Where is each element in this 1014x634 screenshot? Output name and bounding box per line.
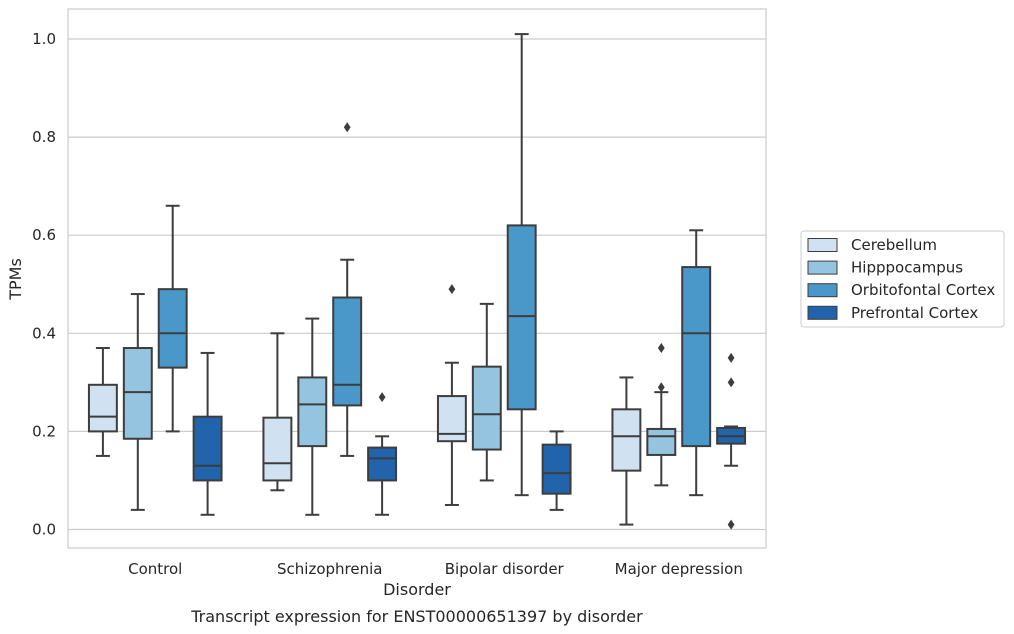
x-tick-label: Major depression — [615, 560, 743, 578]
outlier-point — [378, 392, 386, 403]
x-axis-label: Disorder — [383, 580, 451, 599]
y-tick-label: 0.2 — [32, 422, 56, 440]
box — [471, 365, 502, 451]
box — [332, 296, 363, 407]
outlier-point — [727, 519, 735, 530]
box — [122, 347, 153, 440]
box — [192, 415, 223, 482]
legend-frame — [800, 230, 1005, 328]
box-group — [681, 229, 712, 497]
y-tick-label: 1.0 — [32, 30, 56, 48]
box — [297, 376, 328, 448]
box — [506, 224, 537, 411]
box — [367, 446, 398, 482]
box — [262, 416, 293, 482]
box-group — [611, 376, 642, 526]
box-group — [436, 284, 467, 506]
box — [681, 266, 712, 448]
box-group — [297, 317, 328, 516]
legend-label: Orbitofontal Cortex — [851, 281, 995, 299]
box — [611, 408, 642, 472]
y-tick-label: 0.8 — [32, 128, 56, 146]
legend-swatch — [807, 260, 838, 275]
box-group — [87, 347, 118, 457]
box-group — [541, 430, 572, 511]
x-tick-label: Schizophrenia — [277, 560, 382, 578]
chart-caption: Transcript expression for ENST0000065139… — [190, 607, 643, 626]
box-group — [122, 293, 153, 511]
legend-swatch — [807, 238, 838, 252]
x-tick-label: Control — [128, 560, 182, 578]
box-group — [332, 122, 363, 457]
x-tick-labels: Control Schizophrenia Bipolar disorder Majo… — [128, 560, 743, 578]
legend: Cerebellum Hipppocampus Orbitofontal Corte… — [800, 230, 1005, 328]
box-groups — [87, 33, 747, 530]
box-group — [471, 302, 502, 482]
box-group — [367, 392, 398, 516]
y-tick-label: 0.0 — [32, 521, 56, 539]
legend-label: Prefrontal Cortex — [851, 304, 978, 322]
box — [646, 427, 677, 456]
legend-swatch — [807, 283, 838, 298]
outlier-point — [657, 382, 665, 393]
box-group — [716, 352, 747, 530]
box — [87, 383, 118, 433]
legend-swatch — [807, 305, 838, 320]
box — [541, 443, 572, 495]
outlier-point — [448, 284, 456, 295]
y-tick-label: 0.6 — [32, 226, 56, 244]
outlier-point — [657, 343, 665, 354]
box-group — [506, 33, 537, 497]
box-group — [192, 351, 223, 516]
outlier-point — [727, 352, 735, 363]
box-group — [646, 343, 677, 487]
legend-label: Hipppocampus — [851, 259, 963, 277]
y-tick-labels: 0.0 0.2 0.4 0.6 0.8 1.0 — [32, 30, 56, 539]
box-group — [262, 332, 293, 492]
x-tick-label: Bipolar disorder — [445, 560, 565, 578]
outlier-point — [343, 122, 351, 133]
legend-label: Cerebellum — [851, 236, 937, 254]
outlier-point — [727, 377, 735, 388]
y-tick-label: 0.4 — [32, 324, 56, 342]
plot-frame — [67, 8, 767, 549]
box — [157, 288, 188, 369]
y-axis-label: TPMs — [6, 258, 25, 301]
box-group — [157, 204, 188, 433]
